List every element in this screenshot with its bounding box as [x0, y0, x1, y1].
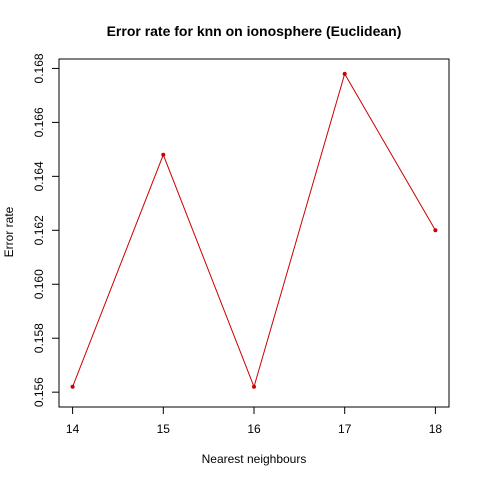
y-axis: 0.156 0.158 0.160 0.162 0.164 0.166 0.168 — [32, 53, 60, 407]
y-tick-label: 0.166 — [32, 107, 46, 137]
x-axis: 14 15 16 17 18 — [66, 406, 443, 436]
y-tick-label: 0.164 — [32, 161, 46, 191]
x-tick-label: 17 — [338, 422, 352, 436]
data-point — [342, 71, 347, 76]
x-tick-label: 14 — [66, 422, 80, 436]
y-tick-label: 0.168 — [32, 53, 46, 83]
data-point — [252, 384, 256, 389]
x-axis-label: Nearest neighbours — [202, 452, 307, 466]
data-point — [161, 152, 166, 157]
data-point — [70, 384, 75, 389]
plot-frame — [58, 58, 450, 408]
x-tick-label: 15 — [157, 422, 171, 436]
y-tick-label: 0.156 — [32, 377, 46, 407]
series-layer — [70, 71, 438, 389]
x-tick-label: 16 — [247, 422, 261, 436]
y-tick-label: 0.162 — [32, 215, 46, 245]
y-axis-label: Error rate — [2, 206, 16, 257]
series-line — [72, 72, 436, 389]
chart-title: Error rate for knn on ionosphere (Euclid… — [107, 23, 402, 39]
y-tick-label: 0.158 — [32, 323, 46, 353]
y-tick-label: 0.160 — [32, 269, 46, 299]
x-tick-label: 18 — [429, 422, 443, 436]
data-point — [433, 228, 438, 233]
